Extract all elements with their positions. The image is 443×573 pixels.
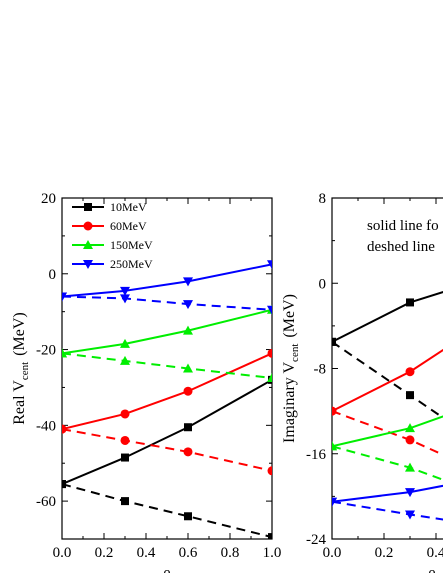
y-tick-label: 0 xyxy=(49,267,57,283)
legend-label: 150MeV xyxy=(110,238,153,252)
data-point-s3-0 xyxy=(332,406,337,416)
series-line-4 xyxy=(62,308,272,355)
y-axis-title-unit: (MeV) xyxy=(11,312,28,356)
data-point-s5-3 xyxy=(267,372,272,382)
data-point-s2-1 xyxy=(405,367,415,377)
y-tick-label: 8 xyxy=(319,191,327,207)
legend-marker xyxy=(83,240,93,249)
data-point-s7-3 xyxy=(267,305,272,315)
legend-marker xyxy=(83,221,93,231)
y-tick-label: -40 xyxy=(36,418,56,434)
data-point-s3-0 xyxy=(62,424,67,434)
legend-label: 60MeV xyxy=(110,219,147,233)
data-point-s5-1 xyxy=(405,462,415,472)
annotation-text: deshed line xyxy=(367,239,435,255)
y-axis-title-main: Real V xyxy=(11,380,28,425)
annotation-text: solid line fo xyxy=(367,218,439,234)
data-point-s1-0 xyxy=(332,337,336,346)
data-point-s3-2 xyxy=(183,447,193,457)
series-line-5 xyxy=(332,445,443,481)
series-line-0 xyxy=(332,291,443,343)
imaginary-potential-chart: 0.00.20.40.680-8-16-24βImaginary Vcent(M… xyxy=(281,191,443,573)
data-point-s3-1 xyxy=(120,435,130,445)
data-point-s6-1 xyxy=(405,488,415,498)
series-line-6 xyxy=(62,263,272,298)
data-point-s7-1 xyxy=(405,510,415,520)
x-axis-title: β xyxy=(428,568,436,573)
data-point-s7-2 xyxy=(183,300,193,310)
data-point-s2-3 xyxy=(267,348,272,358)
data-point-s5-0 xyxy=(62,348,67,358)
data-point-s2-2 xyxy=(183,386,193,396)
x-tick-label: 0.8 xyxy=(221,545,240,561)
data-point-s4-2 xyxy=(183,325,193,335)
series-group xyxy=(62,260,272,539)
real-potential-chart: 0.0 0.2 0.4 0.6 0.8 1.0 20 0 -20 -40 -60 β Real Vcen… xyxy=(11,191,281,573)
series-line-7 xyxy=(62,295,272,311)
series-line-1 xyxy=(332,341,443,419)
data-point-s3-3 xyxy=(267,466,272,476)
data-point-s6-1 xyxy=(120,286,130,296)
y-tick-label: -16 xyxy=(306,447,326,463)
data-point-s7-1 xyxy=(120,294,130,304)
series-line-3 xyxy=(62,428,272,472)
data-point-s7-0 xyxy=(62,292,67,302)
data-point-s6-3 xyxy=(267,260,272,270)
data-point-s5-2 xyxy=(183,363,193,373)
x-tick-label: 0.4 xyxy=(137,545,156,561)
data-point-s0-1 xyxy=(121,453,129,462)
x-axis-title: β xyxy=(163,568,171,573)
y-axis-title: Real Vcent (MeV) xyxy=(11,312,31,424)
data-point-s7-0 xyxy=(332,497,337,507)
series-line-2 xyxy=(332,348,443,413)
series-line-2 xyxy=(62,352,272,431)
x-tick-label: 0.2 xyxy=(375,545,394,561)
y-axis-title-sub: cent xyxy=(19,362,31,380)
data-point-s5-0 xyxy=(332,441,337,451)
x-tick-label: 1.0 xyxy=(263,545,282,561)
series-line-6 xyxy=(332,484,443,503)
data-point-s6-2 xyxy=(183,277,193,287)
y-axis-title-unit: (MeV) xyxy=(281,294,298,338)
data-point-s1-2 xyxy=(184,512,192,521)
data-point-s1-3 xyxy=(268,533,272,539)
legend-label: 250MeV xyxy=(110,257,153,271)
data-point-s3-1 xyxy=(405,435,415,445)
data-point-s2-1 xyxy=(120,409,130,419)
y-tick-label: -20 xyxy=(36,343,56,359)
series-line-7 xyxy=(332,500,443,521)
legend-label: 10MeV xyxy=(110,200,147,214)
x-tick-label: 0.2 xyxy=(95,545,114,561)
series-line-3 xyxy=(332,410,443,456)
legend: 10MeV 60MeV 150MeV 250MeV xyxy=(72,200,153,271)
y-tick-label: -60 xyxy=(36,494,56,510)
series-line-1 xyxy=(62,483,272,539)
x-tick-label: 0.0 xyxy=(323,545,342,561)
legend-marker xyxy=(84,203,92,211)
y-tick-label: -24 xyxy=(306,532,326,548)
x-tick-label: 0.0 xyxy=(53,545,72,561)
legend-marker xyxy=(83,260,93,269)
data-point-s5-1 xyxy=(120,355,130,365)
data-point-s1-1 xyxy=(121,497,129,506)
series-line-5 xyxy=(62,352,272,379)
data-point-s0-1 xyxy=(406,298,414,307)
data-point-s1-1 xyxy=(406,391,414,400)
y-tick-label: 0 xyxy=(319,276,327,292)
y-tick-label: -8 xyxy=(314,362,327,378)
data-point-s4-1 xyxy=(120,338,130,348)
x-tick-label: 0.4 xyxy=(427,545,443,561)
data-point-s0-2 xyxy=(184,423,192,432)
series-line-4 xyxy=(332,415,443,448)
data-point-s1-0 xyxy=(62,480,66,489)
series-group xyxy=(332,291,443,521)
data-point-s4-1 xyxy=(405,423,415,433)
y-axis-title-sub: cent xyxy=(289,344,301,362)
y-axis-title-main: Imaginary V xyxy=(281,361,298,442)
series-line-0 xyxy=(62,378,272,485)
x-tick-label: 0.6 xyxy=(179,545,198,561)
y-axis-title: Imaginary Vcent (MeV) xyxy=(281,294,301,443)
y-tick-label: 20 xyxy=(41,191,56,207)
